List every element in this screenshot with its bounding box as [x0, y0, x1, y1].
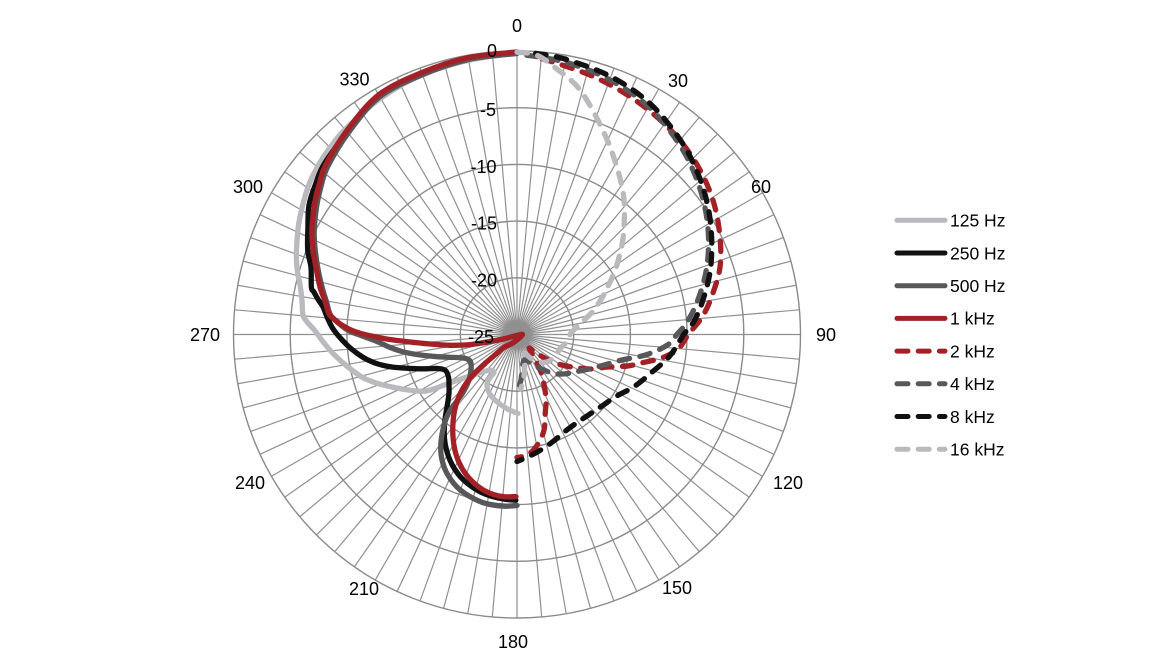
svg-text:90: 90 [816, 325, 836, 345]
svg-text:0: 0 [487, 41, 497, 61]
svg-text:150: 150 [662, 578, 692, 598]
svg-text:300: 300 [233, 177, 263, 197]
svg-text:-10: -10 [470, 157, 496, 177]
svg-text:125 Hz: 125 Hz [950, 211, 1005, 231]
svg-text:180: 180 [498, 632, 528, 652]
svg-text:250 Hz: 250 Hz [950, 243, 1005, 263]
svg-text:60: 60 [751, 177, 771, 197]
svg-text:120: 120 [773, 473, 803, 493]
svg-text:1 kHz: 1 kHz [950, 309, 995, 329]
svg-text:330: 330 [339, 70, 369, 90]
svg-text:-5: -5 [480, 100, 496, 120]
svg-text:-25: -25 [468, 327, 494, 347]
svg-text:240: 240 [235, 473, 265, 493]
svg-text:30: 30 [668, 71, 688, 91]
svg-text:-20: -20 [471, 270, 497, 290]
svg-text:-15: -15 [471, 214, 497, 234]
svg-text:270: 270 [190, 325, 220, 345]
svg-text:2 kHz: 2 kHz [950, 341, 995, 361]
svg-text:500 Hz: 500 Hz [950, 276, 1005, 296]
svg-text:210: 210 [349, 579, 379, 599]
svg-text:0: 0 [512, 16, 522, 36]
svg-text:8 kHz: 8 kHz [950, 407, 995, 427]
svg-text:16 kHz: 16 kHz [950, 440, 1004, 460]
svg-text:4 kHz: 4 kHz [950, 374, 995, 394]
